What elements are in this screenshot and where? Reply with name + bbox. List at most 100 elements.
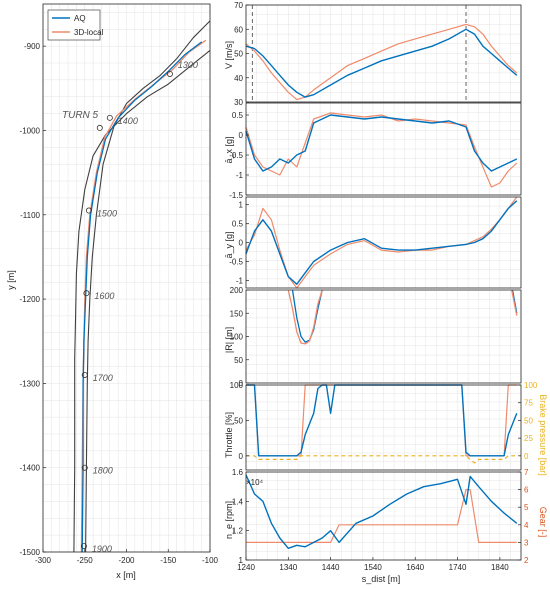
map-xtick-label: -150	[160, 556, 177, 565]
ytick-label: 0	[239, 239, 244, 248]
distance-marker	[81, 464, 88, 471]
ytick-label: 1	[239, 201, 244, 210]
xtick-label: 1840	[491, 563, 509, 572]
ytick-label: 0	[239, 131, 244, 140]
ytick-label: 1.6	[232, 468, 244, 477]
ytick-label: -1.5	[229, 191, 243, 200]
brake-ylabel: Brake pressure [bar]	[538, 394, 548, 476]
ytick-label: 30	[234, 98, 243, 107]
y2tick-label: 25	[524, 434, 533, 443]
ytick-label: 150	[230, 309, 244, 318]
map-ytick-label: -1300	[20, 379, 41, 388]
legend-local-label: 3D-local	[74, 28, 104, 37]
radius-line-0	[291, 289, 323, 343]
map-ytick-label: -1500	[20, 548, 41, 557]
ytick-label: 60	[234, 25, 243, 34]
radius-line-1	[287, 289, 323, 345]
series-3d-local	[245, 112, 518, 188]
ytick-label: 100	[230, 381, 244, 390]
map-ylabel: y [m]	[6, 270, 16, 290]
ytick-label: 0	[239, 452, 244, 461]
ytick-label: 1.2	[232, 527, 244, 536]
map-ytick-label: -1200	[20, 295, 41, 304]
track-edge-0	[85, 20, 211, 553]
series-gear	[246, 489, 517, 544]
map-legend: AQ 3D-local	[47, 9, 104, 41]
y2tick-label: 6	[524, 486, 529, 495]
map-ytick-label: -900	[24, 42, 41, 51]
y2tick-label: 50	[524, 416, 533, 425]
rpm-ylabel: n_e [rpm]	[224, 501, 234, 539]
distance-marker	[96, 124, 103, 131]
throttle-ylabel: Throttle [%]	[224, 412, 234, 458]
distance-marker	[80, 543, 87, 550]
ytick-label: 0	[239, 379, 244, 388]
ytick-label: -0.5	[229, 257, 243, 266]
ytick-label: -1	[236, 276, 244, 285]
distance-marker-label: 1500	[97, 209, 117, 219]
map-line-aq	[81, 41, 203, 553]
map-ytick-label: -1400	[20, 464, 41, 473]
series-aq	[245, 28, 518, 98]
series-aq	[246, 384, 518, 457]
series-aq	[245, 474, 518, 549]
y2tick-label: 7	[524, 468, 529, 477]
ytick-label: 100	[230, 333, 244, 342]
distance-marker	[166, 70, 173, 77]
xtick-label: 1240	[237, 563, 255, 572]
ytick-label: 1	[239, 556, 244, 565]
map-xtick-label: -250	[77, 556, 94, 565]
distance-marker	[81, 371, 88, 378]
ytick-label: 70	[234, 1, 243, 10]
track-edge-1	[73, 49, 211, 553]
panel-frame-1	[245, 102, 522, 196]
turn-annotation: TURN 5	[62, 110, 99, 121]
ytick-label: 0.5	[232, 220, 244, 229]
distance-marker-label: 1800	[93, 466, 113, 476]
speed-ylabel: V [m/s]	[224, 41, 234, 69]
ytick-label: -1	[236, 171, 244, 180]
ytick-label: 0.5	[232, 111, 244, 120]
map-xlabel: x [m]	[116, 570, 136, 580]
map-ytick-label: -1000	[20, 126, 41, 135]
distance-marker-label: 1600	[94, 291, 114, 301]
distance-marker-label: 1700	[93, 373, 113, 383]
ytick-label: 50	[234, 50, 243, 59]
y2tick-label: 75	[524, 399, 533, 408]
latacc-ylabel: ā_y [g]	[224, 231, 234, 258]
y2tick-label: 0	[524, 452, 529, 461]
y2tick-label: 2	[524, 556, 529, 565]
distance-marker-label: 1900	[92, 544, 112, 554]
map-xtick-label: -100	[202, 556, 219, 565]
map-xtick-label: -300	[35, 556, 52, 565]
radius-ylabel: |R| [m]	[224, 327, 234, 353]
radius-line-3	[511, 289, 518, 316]
distance-marker-label: 1400	[118, 116, 138, 126]
ytick-label: 50	[234, 356, 243, 365]
series-brake	[246, 455, 517, 464]
distance-marker	[106, 114, 113, 121]
xtick-label: 1640	[406, 563, 424, 572]
map-ytick-label: -1100	[20, 211, 40, 220]
distance-marker	[83, 290, 90, 297]
distance-marker-label: 1300	[178, 60, 198, 70]
series-3d-local	[246, 384, 517, 457]
rpm-exponent: ×10⁴	[246, 478, 264, 487]
panel-frame-4	[245, 384, 522, 471]
panel-frame-5	[245, 471, 522, 561]
series-3d-local	[245, 196, 518, 289]
map-xtick-label: -200	[118, 556, 135, 565]
y2tick-label: 5	[524, 503, 529, 512]
y2tick-label: 4	[524, 521, 529, 530]
ytick-label: 1.4	[232, 497, 244, 506]
longacc-ylabel: ā_x [g]	[224, 136, 234, 163]
y2tick-label: 3	[524, 538, 529, 547]
y2tick-label: 100	[524, 381, 538, 390]
series-aq	[245, 114, 518, 172]
ytick-label: -0.5	[229, 151, 243, 160]
xtick-label: 1340	[279, 563, 297, 572]
legend-aq-label: AQ	[74, 14, 86, 23]
xtick-label: 1740	[449, 563, 467, 572]
ytick-label: 40	[234, 74, 243, 83]
